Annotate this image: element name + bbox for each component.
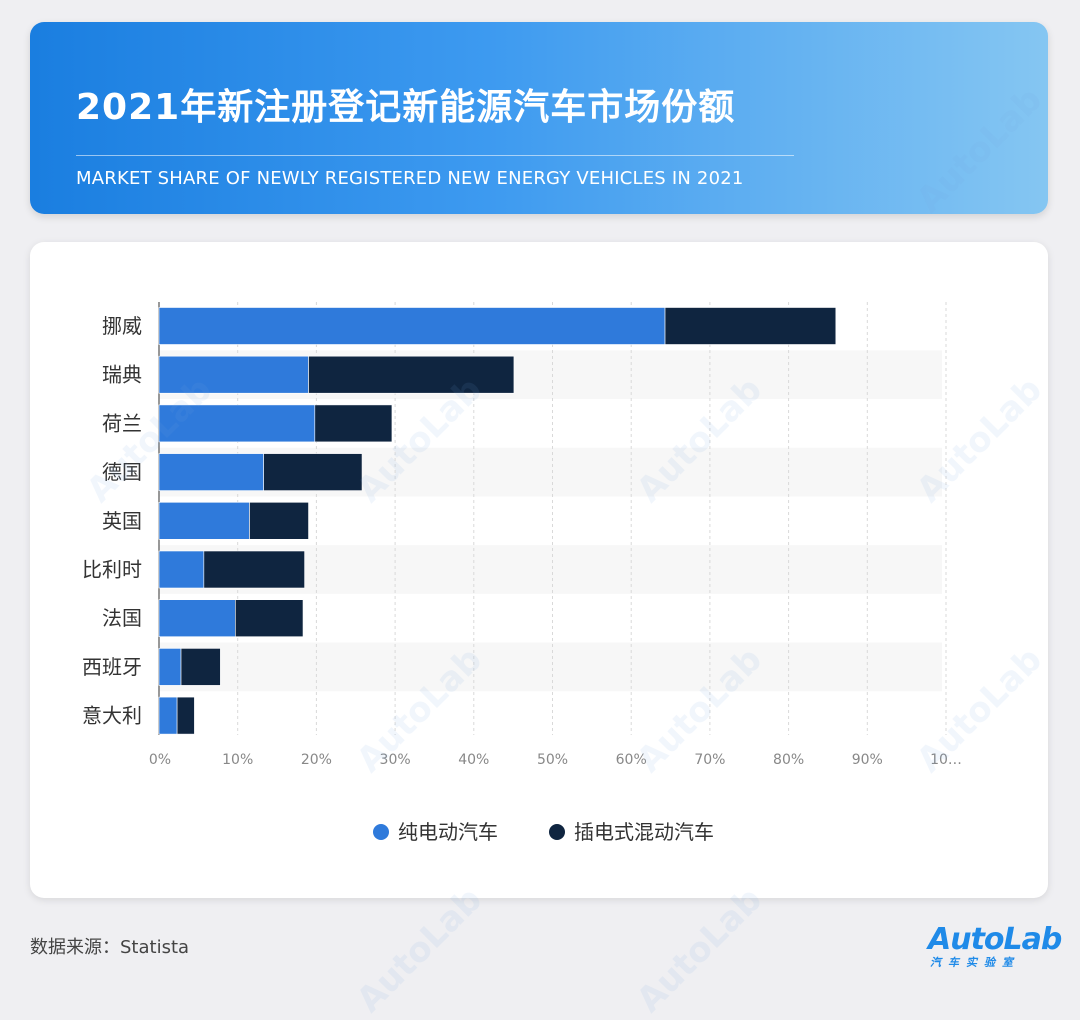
category-label: 意大利: [82, 704, 142, 728]
row-band: [159, 642, 942, 692]
data-source: 数据来源：Statista: [30, 937, 190, 958]
x-tick-label: 30%: [380, 752, 411, 768]
category-label: 英国: [102, 509, 142, 533]
category-label: 瑞典: [102, 363, 142, 387]
x-tick-label: 60%: [616, 752, 647, 768]
bar-phev: [249, 501, 309, 540]
header-banner: 2021年新注册登记新能源汽车市场份额 MARKET SHARE OF NEWL…: [30, 22, 1048, 214]
category-label: 西班牙: [82, 655, 142, 679]
bar-phev: [180, 648, 221, 686]
watermark: AutoLab: [349, 879, 490, 1020]
legend-label-bev: 纯电动汽车: [398, 820, 498, 844]
chart-card: 0% 10% 20% 30% 40% 50% 60% 70% 80% 90% 10… 挪威瑞典荷兰德国…: [30, 242, 1048, 898]
category-label: 德国: [102, 460, 142, 484]
bar-phev: [176, 696, 195, 735]
bar-phev: [203, 550, 305, 589]
stacked-bar-chart: 0% 10% 20% 30% 40% 50% 60% 70% 80% 90% 10… 挪威瑞典荷兰德国…: [82, 302, 962, 844]
x-tick-label: 10…: [930, 752, 962, 768]
bar-bev: [158, 355, 309, 394]
bar-bev: [158, 307, 666, 345]
x-tick-label: 0%: [149, 752, 171, 768]
bar-phev: [235, 599, 304, 638]
bar-phev: [664, 307, 837, 345]
legend-marker-phev: [549, 824, 565, 840]
bar-bev: [158, 599, 236, 638]
x-tick-label: 50%: [537, 752, 568, 768]
bar-bev: [158, 648, 182, 686]
legend-label-phev: 插电式混动汽车: [574, 820, 714, 844]
logo-wordmark: AutoLab: [928, 922, 1062, 957]
x-tick-label: 40%: [458, 752, 489, 768]
x-tick-label: 10%: [222, 752, 253, 768]
watermark: AutoLab: [629, 879, 770, 1020]
title-divider: [76, 155, 794, 156]
bar-phev: [314, 404, 393, 443]
legend-marker-bev: [373, 824, 389, 840]
bar-phev: [263, 453, 363, 491]
x-tick-label: 70%: [694, 752, 725, 768]
x-tick-label: 80%: [773, 752, 804, 768]
bar-bev: [158, 453, 264, 491]
category-label: 挪威: [102, 314, 142, 338]
bar-bev: [158, 696, 178, 735]
category-label: 比利时: [82, 558, 142, 582]
chart-title: 2021年新注册登记新能源汽车市场份额: [76, 87, 736, 128]
category-label: 法国: [102, 606, 142, 630]
bar-bev: [158, 404, 316, 443]
x-tick-label: 90%: [852, 752, 883, 768]
logo-chinese: 汽车实验室: [930, 956, 1020, 969]
bar-bev: [158, 550, 205, 589]
chart-subtitle: MARKET SHARE OF NEWLY REGISTERED NEW ENE…: [76, 168, 744, 189]
category-label: 荷兰: [102, 411, 142, 435]
bar-phev: [308, 355, 515, 394]
bar-bev: [158, 501, 250, 540]
autolab-logo: AutoLab 汽车实验室: [928, 922, 1062, 970]
x-tick-label: 20%: [301, 752, 332, 768]
